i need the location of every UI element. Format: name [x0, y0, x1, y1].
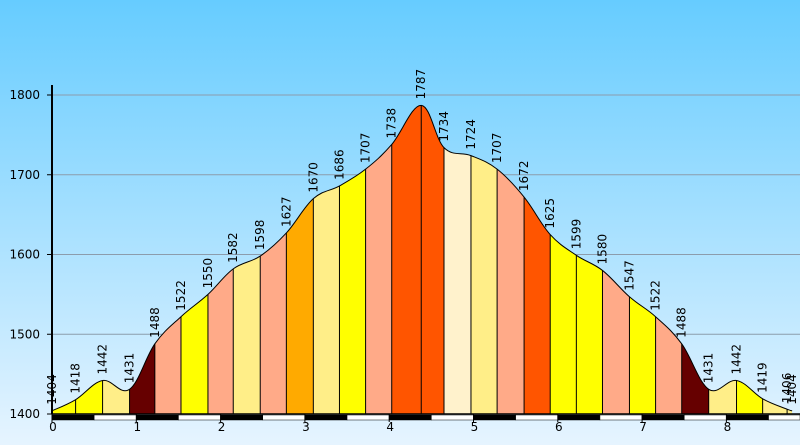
axes: 1400 1500 1600 1700 1800 0 1 2 3 4 5 6 7 8	[9, 85, 800, 434]
distance-bar-segment	[388, 414, 432, 421]
x-tick-label: 4	[386, 420, 394, 434]
elevation-label: 1724	[464, 119, 478, 150]
distance-bar-segment	[641, 414, 685, 421]
distance-bar-segment	[51, 414, 95, 421]
distance-bar-segment	[304, 414, 348, 421]
elevation-label: 1734	[437, 111, 451, 142]
elevation-label: 1738	[385, 108, 399, 139]
distance-bar-segment	[346, 414, 390, 421]
x-tick-label: 3	[302, 420, 310, 434]
distance-bar-segment	[599, 414, 643, 421]
distance-bar-segment	[431, 414, 474, 421]
x-tick-label: 7	[639, 420, 647, 434]
distance-bar-segment	[557, 414, 601, 421]
x-tick-label: 0	[49, 420, 57, 434]
elevation-label: 1599	[569, 219, 583, 250]
y-tick-label: 1700	[9, 168, 40, 182]
data-labels: 1404 1418 1442 1431 1488 1522 1550 1582 1598 1627…	[45, 69, 799, 405]
elevation-label: 1627	[279, 196, 293, 227]
y-tick-label: 1500	[9, 327, 40, 341]
elevation-label: 1406	[780, 373, 794, 404]
distance-bar-segment	[220, 414, 264, 421]
elevation-label: 1672	[517, 161, 531, 192]
distance-bar-segment	[473, 414, 516, 421]
elevation-label: 1431	[702, 353, 716, 384]
elevation-label: 1431	[123, 353, 137, 384]
distance-bar-segment	[178, 414, 221, 421]
elevation-label: 1442	[96, 344, 110, 375]
elevation-label: 1442	[730, 344, 744, 375]
distance-bar-segment	[768, 414, 800, 421]
distance-bar-segment	[726, 414, 769, 421]
distance-bar-segment	[684, 414, 727, 421]
distance-bar-segment	[515, 414, 559, 421]
elevation-label: 1488	[675, 307, 689, 338]
elevation-label: 1707	[490, 133, 504, 164]
elevation-label: 1522	[649, 280, 663, 311]
elevation-label: 1404	[45, 374, 59, 405]
distance-bar-segment	[136, 414, 179, 421]
elevation-segment	[421, 105, 444, 414]
elevation-label: 1625	[543, 198, 557, 229]
elevation-label: 1419	[756, 362, 770, 393]
elevation-label: 1707	[359, 133, 373, 164]
y-tick-label: 1800	[9, 88, 40, 102]
elevation-label: 1550	[201, 258, 215, 289]
elevation-label: 1404	[785, 374, 799, 405]
distance-bar-segment	[93, 414, 137, 421]
x-tick-label: 6	[555, 420, 563, 434]
elevation-label: 1670	[306, 162, 320, 193]
elevation-label: 1598	[253, 220, 267, 251]
elevation-label: 1787	[414, 69, 428, 100]
x-tick-label: 2	[218, 420, 226, 434]
y-tick-label: 1400	[9, 407, 40, 421]
x-tick-label: 1	[133, 420, 141, 434]
elevation-segment	[391, 105, 422, 414]
elevation-segment	[443, 105, 471, 414]
elevation-label: 1547	[622, 260, 636, 291]
elevation-outline	[51, 104, 793, 412]
elevation-label: 1418	[69, 363, 83, 394]
y-tick-label: 1600	[9, 248, 40, 262]
distance-bar-segment	[262, 414, 306, 421]
elevation-label: 1686	[332, 149, 346, 180]
elevation-label: 1522	[174, 280, 188, 311]
elevation-label: 1580	[595, 234, 609, 265]
elevation-label: 1488	[148, 307, 162, 338]
x-tick-label: 5	[471, 420, 479, 434]
x-tick-label: 8	[724, 420, 732, 434]
elevation-label: 1582	[226, 232, 240, 263]
